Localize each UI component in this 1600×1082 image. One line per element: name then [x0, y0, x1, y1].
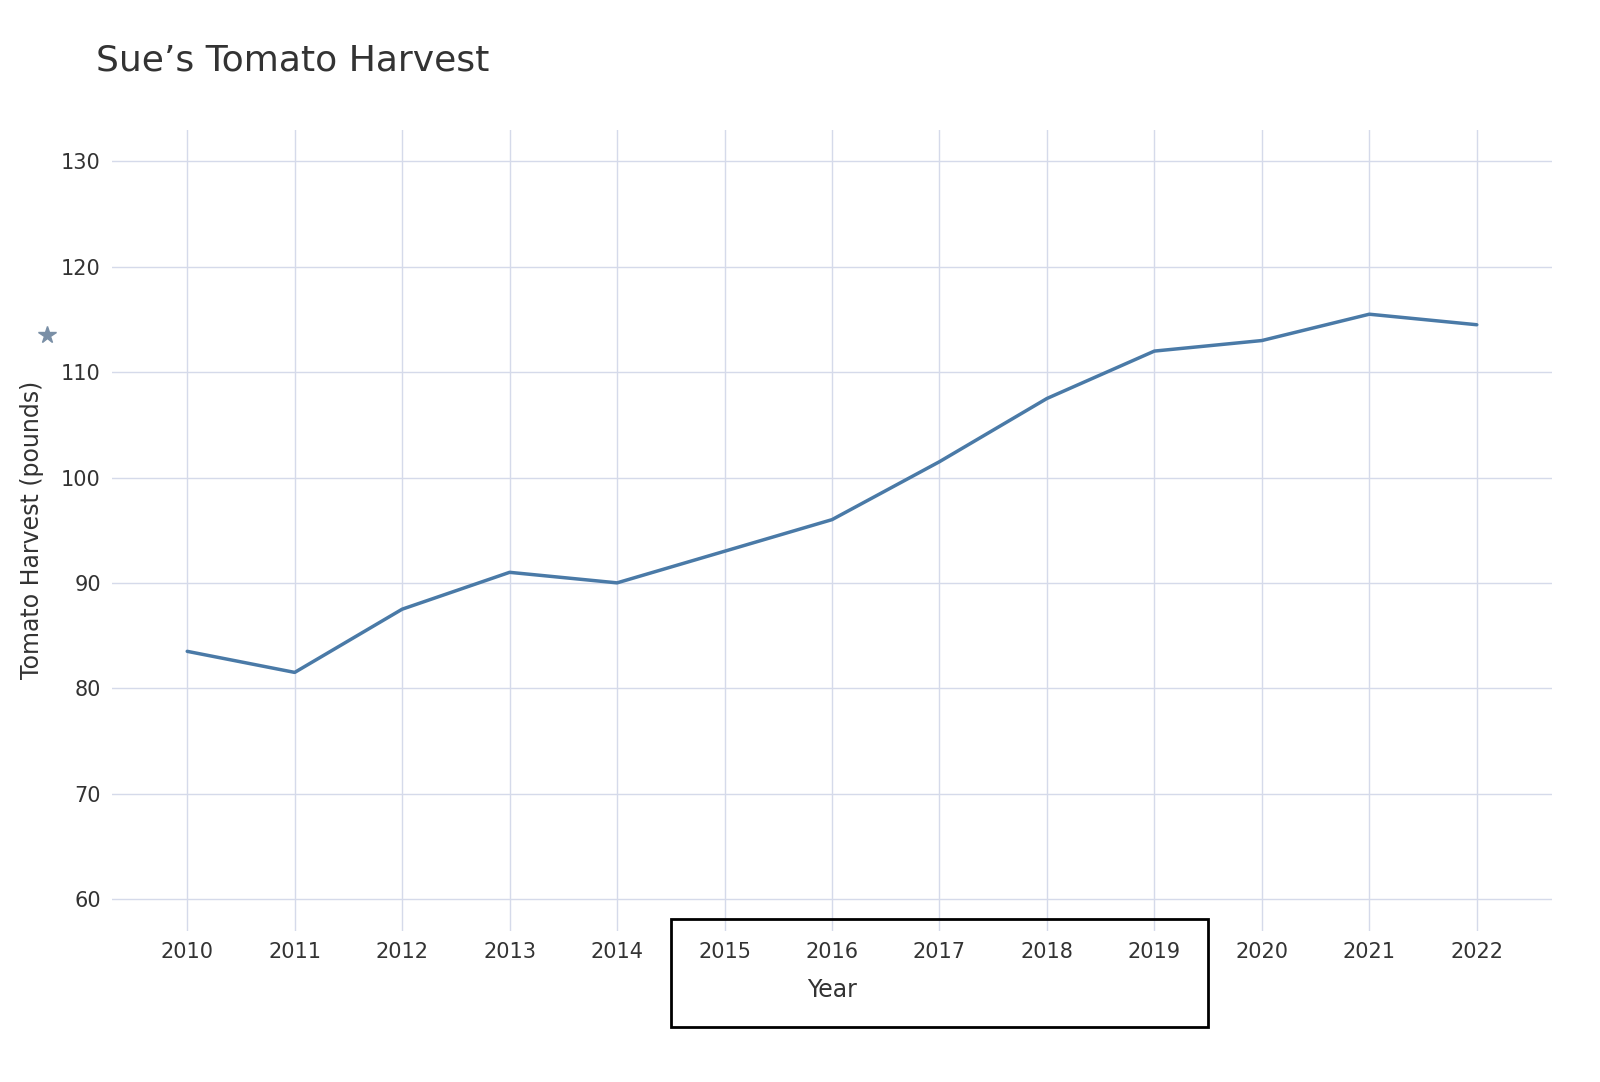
- X-axis label: Year: Year: [806, 978, 858, 1002]
- Y-axis label: Tomato Harvest (pounds): Tomato Harvest (pounds): [21, 381, 45, 679]
- Text: Sue’s Tomato Harvest: Sue’s Tomato Harvest: [96, 43, 490, 77]
